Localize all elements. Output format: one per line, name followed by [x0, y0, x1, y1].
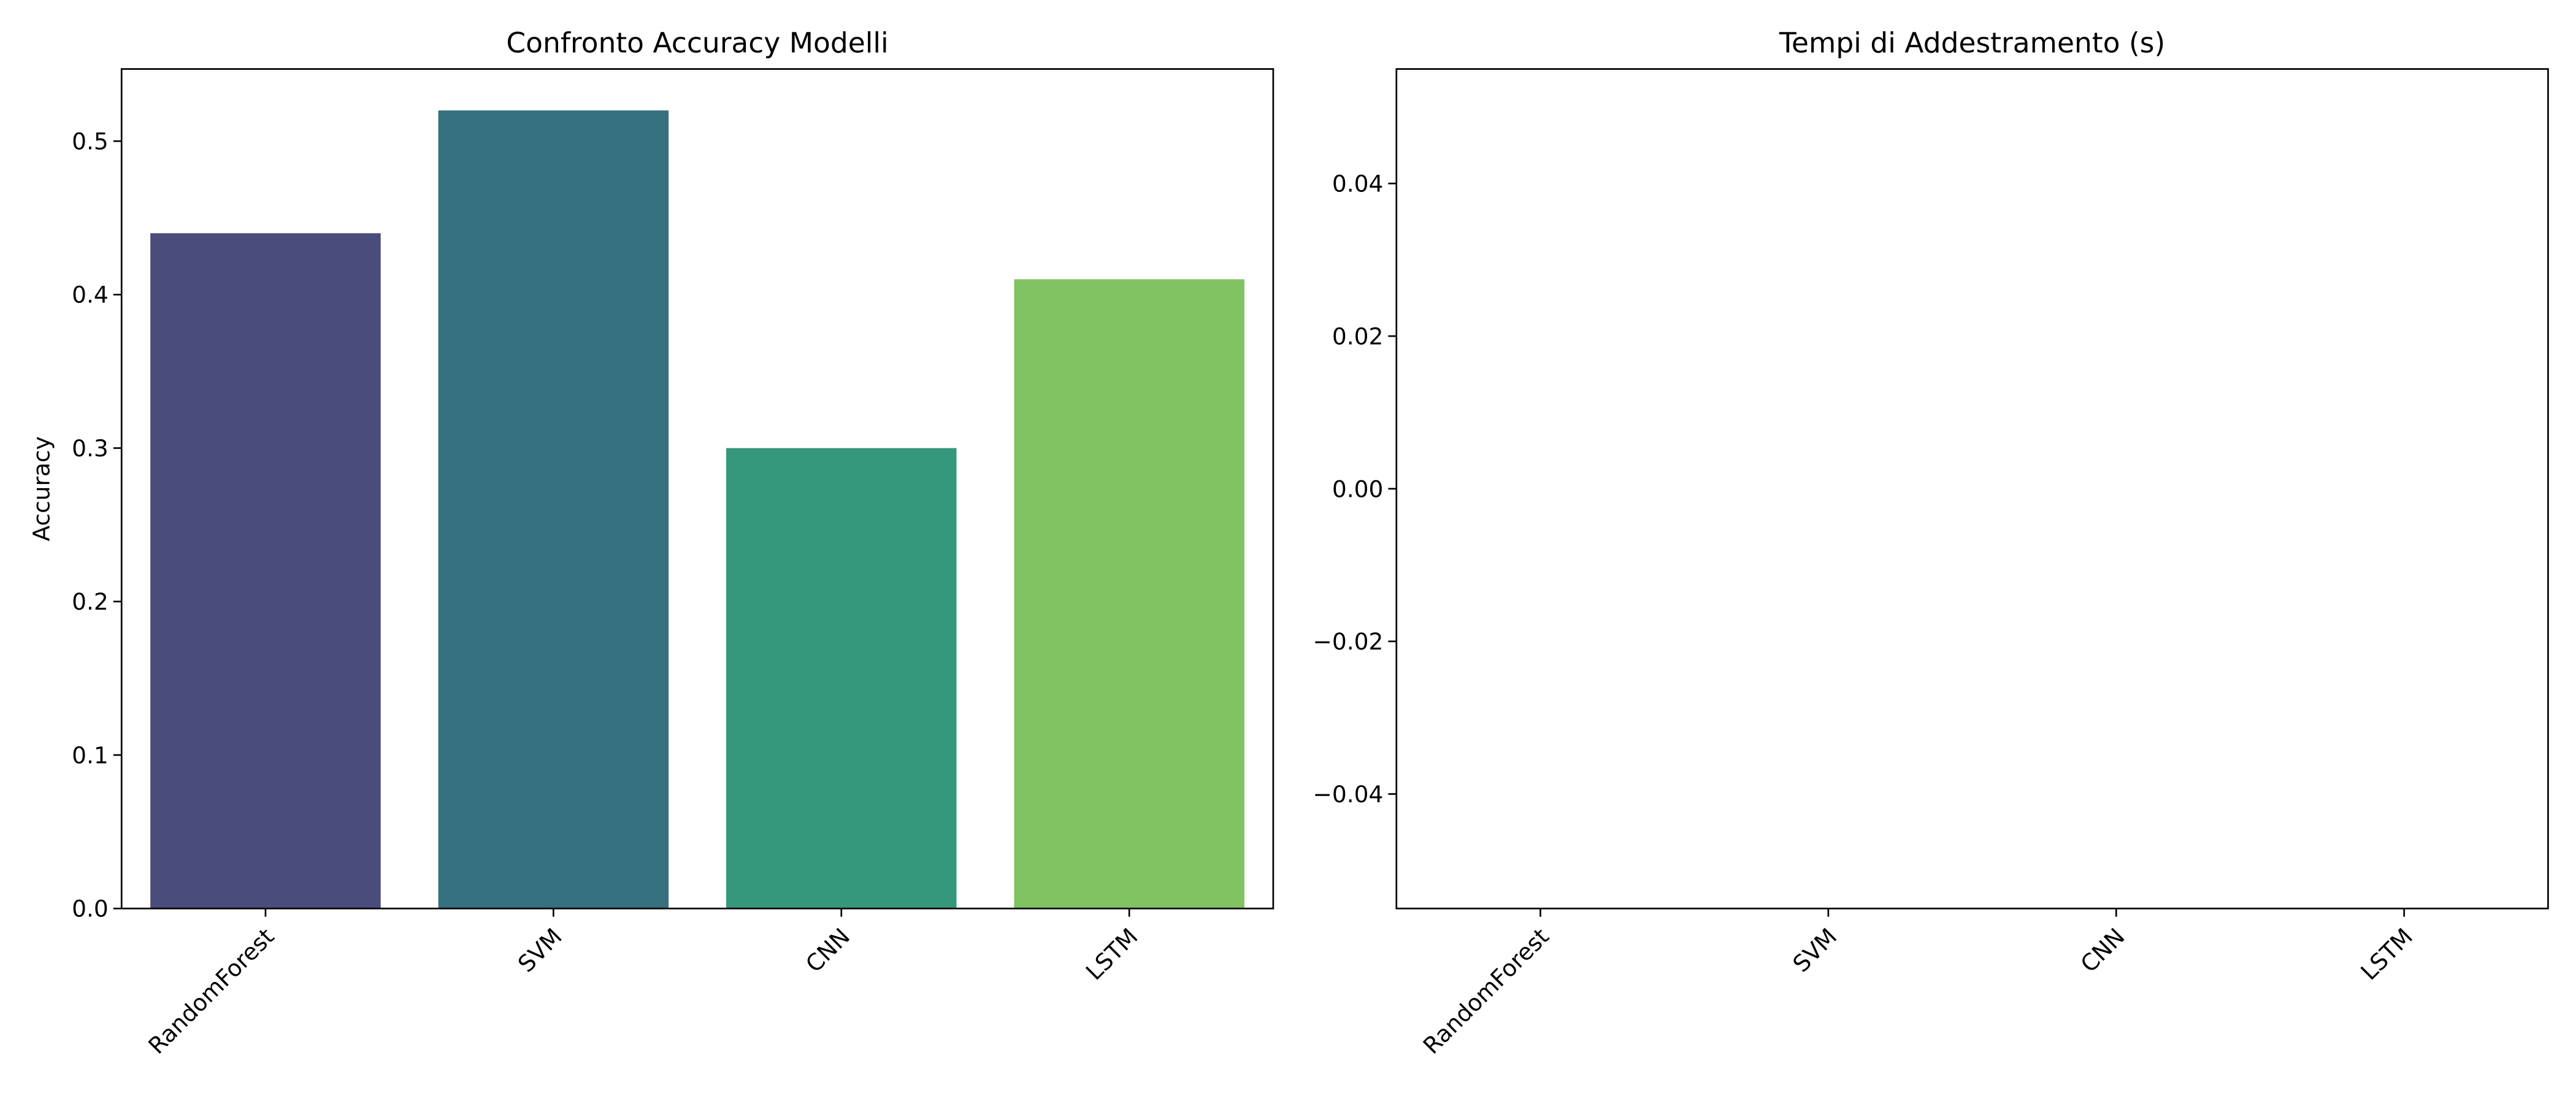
x-tick-label: LSTM — [1081, 923, 1143, 986]
bar — [726, 448, 957, 909]
x-tick-label: RandomForest — [1418, 923, 1554, 1059]
y-tick-label: 0.1 — [72, 742, 109, 769]
y-tick-label: −0.04 — [1313, 781, 1383, 808]
y-axis-label: Accuracy — [28, 436, 55, 541]
y-tick-label: 0.5 — [72, 128, 109, 155]
y-tick-label: 0.3 — [72, 435, 109, 462]
plot-frame — [120, 68, 1275, 910]
plot-frame — [1395, 68, 2549, 910]
y-tick-label: −0.02 — [1313, 628, 1383, 655]
chart-title: Tempi di Addestramento (s) — [1779, 27, 2165, 59]
y-tick-label: 0.00 — [1332, 475, 1384, 502]
bar — [438, 110, 669, 909]
y-tick-label: 0.0 — [72, 895, 109, 922]
x-tick-label: CNN — [2075, 923, 2129, 978]
y-tick-label: 0.02 — [1332, 323, 1384, 350]
x-tick-label: SVM — [1787, 923, 1842, 978]
x-tick-label: SVM — [513, 923, 567, 978]
x-tick-label: LSTM — [2355, 923, 2418, 986]
chart-title: Confronto Accuracy Modelli — [506, 27, 888, 59]
y-tick-label: 0.2 — [72, 588, 109, 615]
bar — [150, 233, 381, 909]
y-tick-label: 0.04 — [1332, 171, 1384, 197]
y-tick-label: 0.4 — [72, 282, 109, 309]
x-tick-label: CNN — [800, 923, 855, 978]
x-tick-label: RandomForest — [143, 923, 279, 1059]
bar — [1014, 279, 1244, 909]
